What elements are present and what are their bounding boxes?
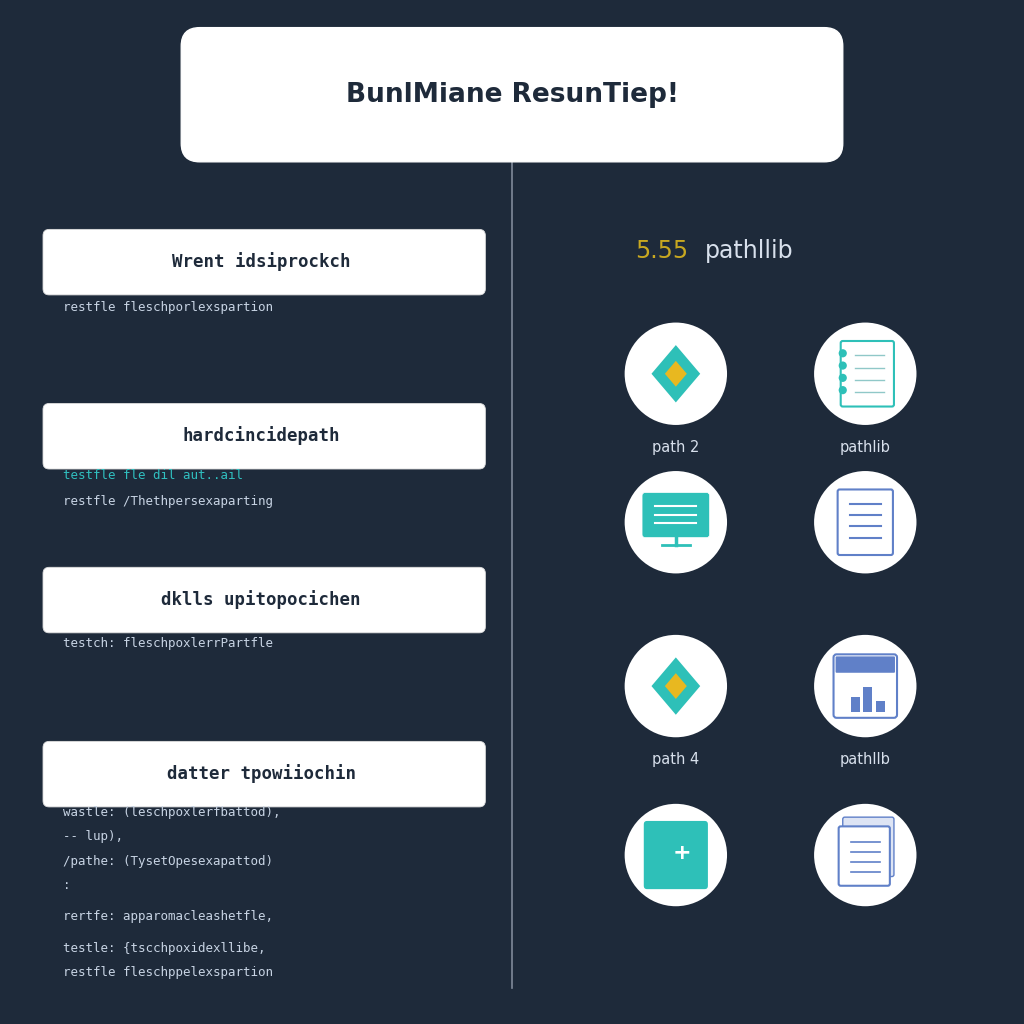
Ellipse shape (625, 471, 727, 573)
FancyBboxPatch shape (643, 820, 709, 890)
Text: pathllb: pathllb (840, 753, 891, 767)
FancyBboxPatch shape (838, 489, 893, 555)
Ellipse shape (814, 635, 916, 737)
Bar (876, 701, 885, 712)
Text: rertfe: apparomacleashetfle,: rertfe: apparomacleashetfle, (63, 910, 273, 923)
Text: testle: {tscchpoxidexllibe,: testle: {tscchpoxidexllibe, (63, 942, 266, 954)
Ellipse shape (625, 804, 727, 906)
FancyBboxPatch shape (181, 28, 843, 162)
FancyBboxPatch shape (834, 654, 897, 718)
Ellipse shape (814, 471, 916, 573)
Ellipse shape (625, 323, 727, 425)
Circle shape (839, 361, 847, 370)
Bar (863, 687, 872, 712)
Text: hardcincidepath: hardcincidepath (182, 426, 340, 444)
Text: :: : (63, 880, 71, 892)
Polygon shape (651, 657, 700, 715)
Text: dklls upitopocichen: dklls upitopocichen (162, 590, 360, 608)
Text: pathlib: pathlib (840, 440, 891, 455)
Ellipse shape (814, 804, 916, 906)
Text: BunlMiane ResunTiep!: BunlMiane ResunTiep! (345, 82, 679, 108)
FancyBboxPatch shape (642, 493, 710, 538)
Polygon shape (665, 360, 687, 387)
FancyBboxPatch shape (43, 229, 485, 295)
Text: path 2: path 2 (652, 440, 699, 455)
Text: pathllib: pathllib (705, 239, 794, 263)
Polygon shape (665, 673, 687, 699)
Text: testfle fle dil aut..ail: testfle fle dil aut..ail (63, 469, 244, 481)
FancyBboxPatch shape (836, 656, 895, 673)
Text: restfle fleschporlexspartion: restfle fleschporlexspartion (63, 301, 273, 313)
Ellipse shape (814, 323, 916, 425)
Text: wastle: (leschpoxlerfbattod),: wastle: (leschpoxlerfbattod), (63, 806, 281, 818)
Text: -- lup),: -- lup), (63, 830, 124, 843)
FancyBboxPatch shape (841, 341, 894, 407)
FancyBboxPatch shape (43, 741, 485, 807)
FancyBboxPatch shape (843, 817, 894, 877)
Text: testch: fleschpoxlerrPartfle: testch: fleschpoxlerrPartfle (63, 637, 273, 649)
Text: 5.55: 5.55 (635, 239, 688, 263)
Polygon shape (651, 345, 700, 402)
Circle shape (839, 349, 847, 357)
Text: Wrent idsiprockch: Wrent idsiprockch (172, 252, 350, 270)
Bar (851, 697, 860, 712)
Text: restfle fleschppelexspartion: restfle fleschppelexspartion (63, 967, 273, 979)
FancyBboxPatch shape (839, 826, 890, 886)
Text: restfle /Thethpersexaparting: restfle /Thethpersexaparting (63, 496, 273, 508)
Circle shape (839, 386, 847, 394)
FancyBboxPatch shape (43, 403, 485, 469)
Circle shape (839, 374, 847, 382)
Text: datter tpowiiochin: datter tpowiiochin (167, 764, 355, 782)
FancyBboxPatch shape (43, 567, 485, 633)
Text: path 4: path 4 (652, 753, 699, 767)
Ellipse shape (625, 635, 727, 737)
Text: /pathe: (TysetOpesexapattod): /pathe: (TysetOpesexapattod) (63, 855, 273, 867)
Text: +: + (673, 843, 691, 863)
